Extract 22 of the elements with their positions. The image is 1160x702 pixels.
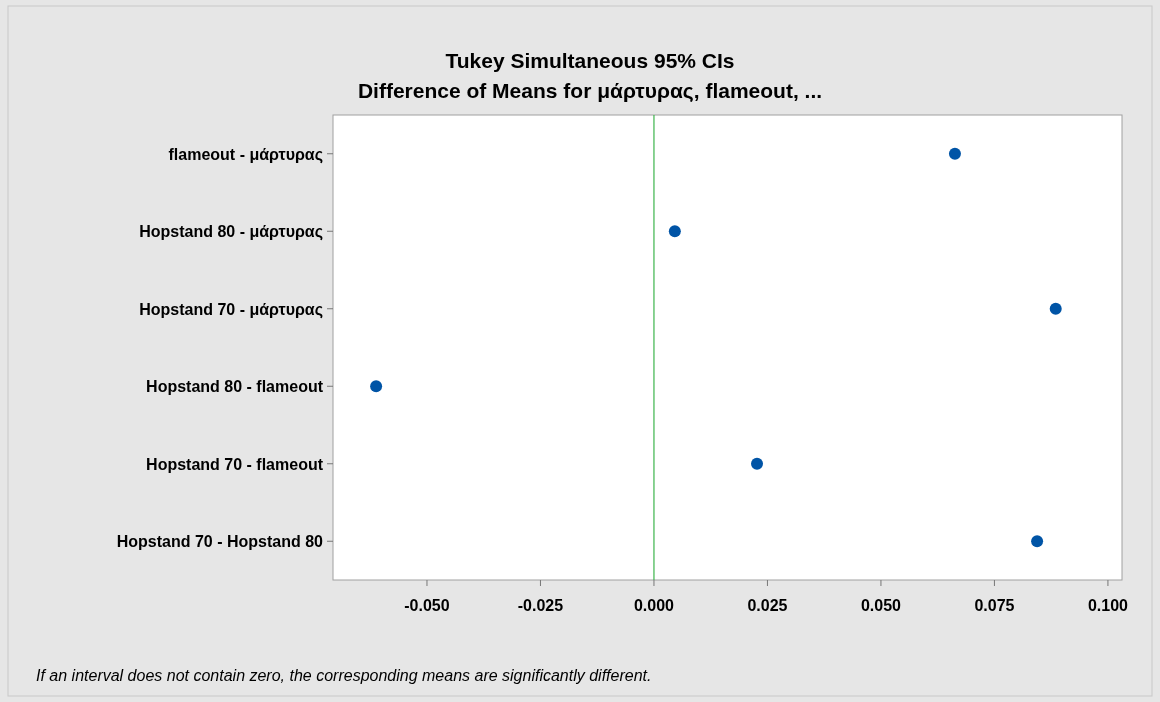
point xyxy=(948,147,961,160)
y-tick-label: Hopstand 70 - Hopstand 80 xyxy=(116,533,324,551)
point xyxy=(668,225,681,238)
x-tick-label: 0.075 xyxy=(974,597,1015,614)
y-tick-label: Hopstand 70 - flameout xyxy=(146,455,324,473)
point xyxy=(1031,535,1044,548)
text: If an interval does not contain zero, the corresponding means are significantly different. xyxy=(36,667,652,684)
y-tick-label: flameout - μάρτυρας xyxy=(168,145,323,164)
point xyxy=(370,380,383,393)
y-tick-label: Hopstand 80 - flameout xyxy=(146,378,324,396)
x-tick-label: 0.000 xyxy=(633,597,675,614)
chart-subtitle: Difference of Means for μάρτυρας, flameout, ... xyxy=(357,79,823,103)
point xyxy=(751,457,764,470)
x-tick-label: 0.025 xyxy=(747,597,788,614)
y-tick-label: Hopstand 80 - μάρτυρας xyxy=(139,223,323,242)
x-tick-label: 0.050 xyxy=(860,597,902,614)
y-tick-label: Hopstand 70 - μάρτυρας xyxy=(139,300,323,319)
x-tick-label: -0.050 xyxy=(404,597,450,614)
chart-title: Tukey Simultaneous 95% CIs xyxy=(445,49,735,72)
x-tick-label: 0.100 xyxy=(1087,597,1129,614)
x-tick-label: -0.025 xyxy=(517,597,564,614)
point xyxy=(1049,302,1062,315)
